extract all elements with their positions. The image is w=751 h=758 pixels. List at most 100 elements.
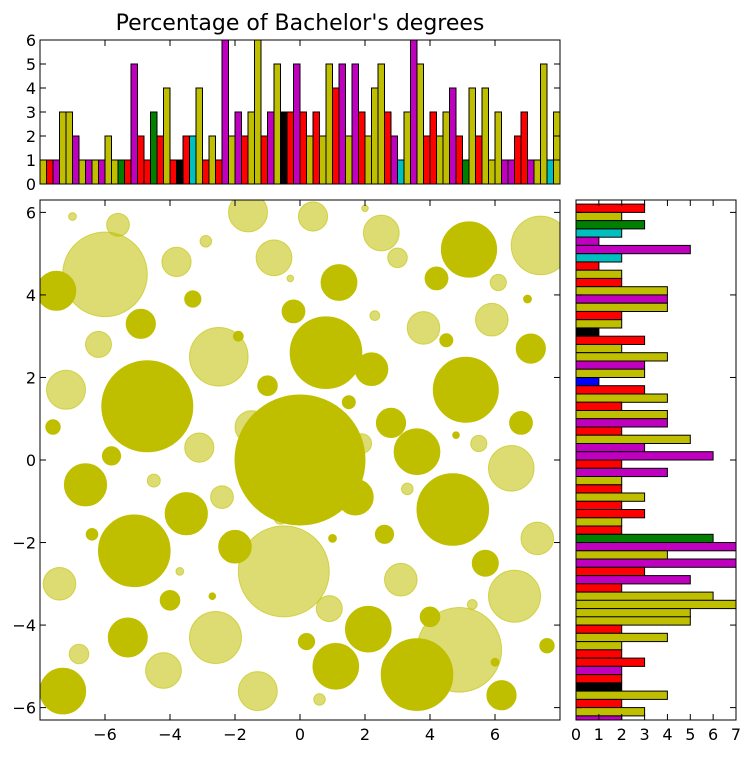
scatter-point (509, 411, 533, 435)
top-histogram-bar (468, 87, 476, 184)
scatter-point (107, 617, 148, 658)
top-histogram-bar (527, 159, 535, 184)
right-histogram-bar (576, 335, 646, 346)
right-histogram-bar (576, 220, 646, 230)
top-histogram-bar (384, 111, 392, 184)
top-histogram-bar (533, 159, 541, 184)
right-histogram-bar (576, 632, 668, 643)
top-histogram-bar (176, 159, 184, 184)
right-histogram-bar (576, 500, 623, 511)
scatter-point (315, 595, 343, 623)
top-histogram-bar (332, 87, 340, 184)
top-y-tick-label: 2 (26, 127, 36, 146)
scatter-point (281, 299, 306, 324)
right-histogram-bar (576, 707, 646, 717)
top-histogram-bar (306, 135, 314, 184)
scatter-point (488, 569, 541, 623)
right-histogram-bar (576, 459, 623, 469)
scatter-point (85, 528, 99, 541)
scatter-point (164, 492, 208, 536)
scatter-point (210, 485, 234, 510)
top-histogram-bar (345, 135, 353, 184)
top-histogram-bar (286, 111, 294, 184)
scatter-point (471, 549, 499, 577)
right-histogram-bar (576, 690, 668, 700)
scatter-point (234, 410, 269, 444)
top-histogram-bar (85, 159, 93, 184)
y-tick-label: 4 (26, 286, 36, 305)
y-tick-label: −2 (12, 534, 36, 553)
top-y-tick-label: 6 (26, 31, 36, 50)
top-histogram-bar (65, 111, 73, 184)
top-histogram-bar (104, 135, 112, 184)
top-histogram-bar (182, 135, 190, 184)
right-histogram-bar (576, 286, 668, 296)
scatter-ticks: −6 −4 −2 0 2 4 6 −6 −4 −2 0 2 4 6 (12, 200, 560, 744)
top-histogram-bar (241, 135, 249, 184)
right-histogram-bar (576, 443, 646, 453)
scatter-point (336, 478, 374, 516)
scatter-point (515, 333, 546, 364)
scatter-point (416, 607, 503, 693)
right-histogram-bar (576, 467, 668, 478)
top-histogram-bar (501, 159, 509, 184)
scatter-point (273, 510, 288, 525)
right-histogram-bar (576, 244, 691, 255)
scatter-point (208, 592, 217, 601)
scatter-point (98, 514, 171, 588)
scatter-point (106, 212, 130, 237)
top-y-tick-label: 4 (26, 79, 36, 98)
scatter-point (313, 693, 326, 706)
top-histogram-bar (397, 159, 405, 184)
scatter-point (488, 445, 535, 492)
top-histogram-bar (221, 40, 229, 184)
scatter-point (189, 327, 249, 387)
right-histogram-bar (576, 525, 623, 535)
scatter-frame (39, 199, 561, 721)
top-histogram-bar (91, 159, 99, 184)
top-histogram-bar (312, 111, 320, 184)
x-tick-label: 4 (425, 725, 435, 744)
scatter-point (184, 290, 202, 308)
right-histogram-bar (576, 426, 623, 436)
x-tick-label: 2 (360, 725, 370, 744)
right-histogram-bar (576, 616, 691, 626)
right-histogram-bar (576, 211, 623, 222)
y-tick-label: 6 (26, 203, 36, 222)
scatter-point (466, 599, 478, 610)
top-histogram-bars (40, 40, 560, 184)
top-histogram-bar (507, 159, 515, 184)
top-histogram-bar (267, 111, 275, 184)
right-x-tick-label: 2 (617, 725, 627, 744)
x-tick-label: −4 (158, 725, 182, 744)
scatter-point (218, 529, 252, 564)
right-histogram-bar (576, 253, 623, 263)
top-histogram-bar (514, 135, 522, 184)
top-histogram-bar (494, 111, 502, 184)
x-tick-label: −2 (223, 725, 247, 744)
scatter-point (159, 590, 181, 611)
scatter-point (362, 214, 400, 252)
scatter-point (237, 525, 330, 618)
scatter-point (40, 270, 77, 311)
right-histogram-bar (576, 377, 600, 387)
top-histogram-bar (202, 159, 210, 184)
top-histogram-bar (234, 111, 242, 184)
scatter-panel: −6 −4 −2 0 2 4 6 −6 −4 −2 0 2 4 6 (12, 199, 561, 744)
top-histogram-bar (403, 111, 411, 184)
top-histogram-bar (377, 63, 385, 184)
top-histogram-bar (228, 135, 236, 184)
scatter-point (520, 521, 555, 556)
scatter-point (146, 473, 161, 488)
scatter-point (341, 395, 356, 410)
scatter-point (401, 482, 414, 496)
top-histogram-bar (78, 159, 86, 184)
right-histogram-bar (576, 608, 691, 618)
right-histogram-bar (576, 542, 736, 552)
top-histogram-frame (39, 39, 561, 185)
right-x-tick-label: 0 (571, 725, 581, 744)
x-tick-label: 6 (490, 725, 500, 744)
right-histogram-bar (576, 277, 623, 288)
